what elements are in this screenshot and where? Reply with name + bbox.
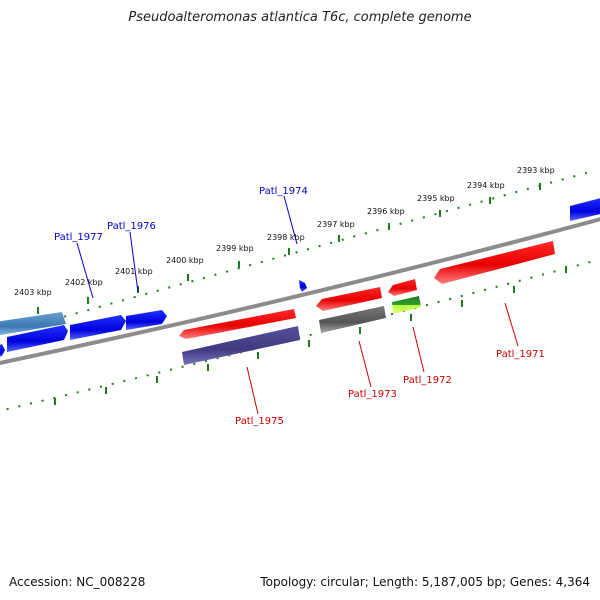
gene-arrow-red-1975a[interactable] xyxy=(179,309,296,339)
scale-label: 2400 kbp xyxy=(166,256,204,265)
forward-genes xyxy=(0,197,600,358)
gene-labels: Patl_1977 Patl_1976 Patl_1974 Patl_1975 … xyxy=(54,186,545,427)
outer-scale-major-ticks xyxy=(37,183,541,314)
label-patl-1975: Patl_1975 xyxy=(235,416,284,427)
gene-arrow-patl-1973[interactable] xyxy=(319,306,386,333)
label-patl-1974: Patl_1974 xyxy=(259,186,308,197)
scale-label: 2395 kbp xyxy=(417,194,455,203)
inner-scale-line xyxy=(0,258,600,412)
gene-arrow-right-edge[interactable] xyxy=(570,197,600,221)
inner-scale-major-ticks xyxy=(54,266,567,405)
leader-patl-1971 xyxy=(504,302,519,347)
label-patl-1976: Patl_1976 xyxy=(107,221,156,232)
outer-scale-line xyxy=(0,171,591,336)
map-title: Pseudoalteromonas atlantica T6c, complet… xyxy=(128,10,472,25)
scale-label: 2399 kbp xyxy=(216,244,254,253)
label-patl-1972: Patl_1972 xyxy=(403,375,452,386)
gene-arrow-patl-1975[interactable] xyxy=(182,326,300,365)
leader-patl-1973 xyxy=(358,340,372,388)
scale-labels: 2393 kbp 2394 kbp 2395 kbp 2396 kbp 2397… xyxy=(14,166,555,297)
scale-label: 2402 kbp xyxy=(65,278,103,287)
scale-label: 2403 kbp xyxy=(14,288,52,297)
gene-arrow-steel[interactable] xyxy=(0,312,66,336)
reverse-genes xyxy=(179,241,555,365)
leader-patl-1975 xyxy=(246,366,259,415)
gene-arrow-patl-1976[interactable] xyxy=(70,315,126,340)
gene-arrow-patl-1974[interactable] xyxy=(299,280,307,292)
label-leaders xyxy=(76,195,519,415)
gene-arrow-blue-small[interactable] xyxy=(126,310,167,330)
scale-label: 2401 kbp xyxy=(115,267,153,276)
label-patl-1977: Patl_1977 xyxy=(54,232,103,243)
label-patl-1971: Patl_1971 xyxy=(496,349,545,360)
gene-arrow-patl-1972[interactable] xyxy=(392,296,421,314)
scale-label: 2394 kbp xyxy=(467,181,505,190)
leader-patl-1974 xyxy=(283,195,298,245)
scale-label: 2398 kbp xyxy=(267,233,305,242)
leader-patl-1972 xyxy=(412,326,425,373)
genome-backbone xyxy=(0,217,600,365)
gene-arrow-patl-1971[interactable] xyxy=(434,241,555,284)
gene-arrow-red-1973a[interactable] xyxy=(316,287,382,311)
gene-arrow-red-1972a[interactable] xyxy=(388,279,417,296)
gene-arrow-partial-left[interactable] xyxy=(0,344,5,358)
scale-label: 2393 kbp xyxy=(517,166,555,175)
accession-text: Accession: NC_008228 xyxy=(9,575,146,589)
scale-label: 2396 kbp xyxy=(367,207,405,216)
genome-summary-text: Topology: circular; Length: 5,187,005 bp… xyxy=(260,575,590,589)
leader-patl-1977 xyxy=(76,242,94,299)
leader-patl-1976 xyxy=(129,231,139,293)
gene-arrow-patl-1977[interactable] xyxy=(7,325,68,352)
scale-label: 2397 kbp xyxy=(317,220,355,229)
label-patl-1973: Patl_1973 xyxy=(348,389,397,400)
